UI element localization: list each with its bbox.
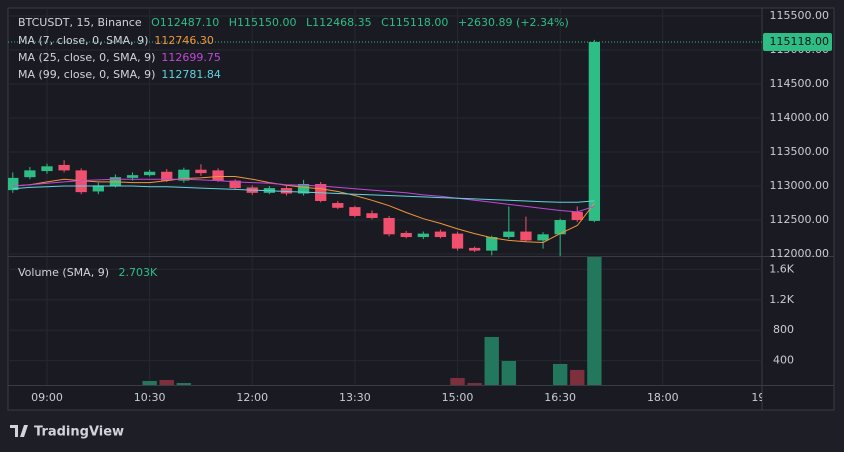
candle-body [554, 220, 566, 235]
candle-body [229, 180, 241, 189]
open-label: O112487.10 [151, 16, 219, 29]
ma-legend: MA (25, close, 0, SMA, 9) 112699.75 [18, 51, 221, 64]
candle-body [8, 177, 19, 191]
volume-bar [501, 360, 517, 385]
volume-bar [159, 379, 174, 385]
chart-frame [7, 7, 835, 411]
volume-tick-label: 1.2K [769, 293, 794, 306]
volume-legend: Volume (SMA, 9) 2.703K [18, 266, 158, 279]
volume-tick-label: 800 [773, 323, 794, 336]
y-tick-label: 115500.00 [770, 9, 830, 22]
ma-line [12, 185, 595, 203]
volume-pane [8, 257, 762, 385]
volume-title: Volume (SMA, 9) [18, 266, 109, 279]
volume-tick-label: 1.6K [769, 262, 794, 275]
brand: TradingView [34, 425, 124, 440]
candle-body [537, 234, 549, 241]
volume-tick-label: 400 [773, 354, 794, 367]
candle-body [126, 175, 139, 178]
ma-value: 112781.84 [161, 68, 221, 81]
price-pane [8, 8, 762, 256]
candle-body [280, 188, 293, 194]
symbol: BTCUSDT, 15, Binance [18, 16, 142, 29]
candle-body [588, 42, 601, 221]
candle-body [178, 169, 190, 181]
volume-bar [467, 383, 482, 385]
candle-body [417, 233, 429, 238]
ma-name: MA (25, close, 0, SMA, 9) [18, 51, 155, 64]
ma-name: MA (7, close, 0, SMA, 9) [18, 34, 148, 47]
candle-body [195, 169, 207, 174]
candle-body [383, 217, 395, 235]
candle-body [24, 170, 36, 178]
candle-body [434, 231, 447, 238]
candle-body [520, 231, 532, 241]
candle-body [41, 166, 53, 172]
x-tick-label: 09:00 [31, 391, 63, 404]
ma-value: 112699.75 [161, 51, 221, 64]
candle-body [349, 207, 361, 216]
low-label: L112468.35 [306, 16, 372, 29]
y-tick-label: 112500.00 [770, 213, 830, 226]
candle-body [161, 171, 173, 181]
candle-body [212, 170, 224, 181]
ma-value: 112746.30 [154, 34, 214, 47]
volume-bar [450, 378, 465, 385]
time-axis: 09:00 10:30 12:00 13:30 15:00 16:30 18:00 19 [31, 391, 765, 404]
candle-body [143, 171, 156, 176]
volume-bar [552, 363, 568, 385]
candle-body [400, 232, 412, 238]
ma-name: MA (99, close, 0, SMA, 9) [18, 68, 155, 81]
ma-line [12, 178, 595, 213]
close-label: C115118.00 [381, 16, 448, 29]
x-tick-label: 15:00 [442, 391, 474, 404]
candle-body [332, 203, 344, 208]
x-tick-label: 19 [751, 391, 765, 404]
candle-body [486, 237, 498, 251]
y-tick-label: 112000.00 [770, 247, 830, 260]
candle-body [468, 247, 481, 251]
y-tick-label: 113000.00 [770, 179, 830, 192]
candle-body [366, 213, 378, 218]
x-tick-label: 18:00 [647, 391, 679, 404]
axes: 112000.00 112500.00 113000.00 113500.00 1140… [763, 9, 832, 367]
volume-bar [484, 336, 499, 385]
candle-body [503, 231, 515, 238]
y-tick-label: 113500.00 [770, 145, 830, 158]
ma-legend: MA (99, close, 0, SMA, 9) 112781.84 [18, 68, 221, 81]
candle-body [297, 183, 310, 194]
x-tick-label: 12:00 [236, 391, 268, 404]
y-tick-label: 114500.00 [770, 77, 830, 90]
y-tick-label: 114000.00 [770, 111, 830, 124]
volume-bar [142, 380, 157, 385]
last-price-tag [763, 33, 832, 52]
footer: TradingView [10, 425, 124, 440]
last-price-label: 115118.00 [770, 35, 830, 48]
legend: BTCUSDT, 15, Binance O112487.10 H115150.… [18, 16, 569, 279]
candle-body [571, 211, 583, 221]
candle-body [58, 164, 70, 171]
high-label: H115150.00 [229, 16, 297, 29]
header: BTCUSDT, 15, Binance O112487.10 H115150.… [18, 16, 569, 29]
x-tick-label: 13:30 [339, 391, 371, 404]
ma-legend: MA (7, close, 0, SMA, 9) 112746.30 [18, 34, 214, 47]
candle-body [92, 185, 104, 192]
volume-value: 2.703K [118, 266, 157, 279]
volume-bar [176, 383, 192, 385]
candle-body [75, 170, 87, 193]
brand-logo [10, 425, 28, 437]
ma-line [12, 176, 595, 244]
x-tick-label: 16:30 [544, 391, 576, 404]
candle-body [451, 233, 464, 249]
volume-bar [587, 257, 602, 385]
change-label: +2630.89 (+2.34%) [458, 16, 569, 29]
x-tick-label: 10:30 [134, 391, 166, 404]
volume-bar [570, 369, 585, 385]
